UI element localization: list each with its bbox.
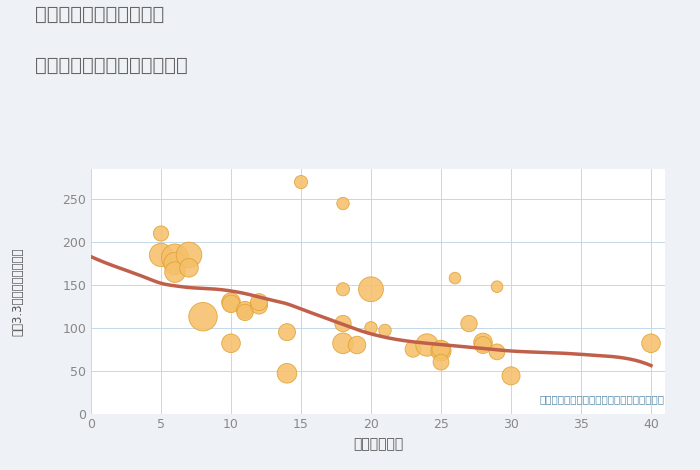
Text: 福岡県太宰府市梅香苑の: 福岡県太宰府市梅香苑の bbox=[35, 5, 164, 24]
Point bbox=[407, 345, 419, 353]
Point bbox=[435, 345, 447, 353]
Point bbox=[169, 254, 181, 261]
Point bbox=[225, 339, 237, 347]
Point bbox=[183, 251, 195, 258]
Point bbox=[253, 298, 265, 306]
Point bbox=[351, 341, 363, 349]
Point bbox=[183, 264, 195, 272]
Point bbox=[463, 320, 475, 327]
Point bbox=[379, 327, 391, 334]
X-axis label: 築年数（年）: 築年数（年） bbox=[353, 437, 403, 451]
Point bbox=[435, 359, 447, 366]
Point bbox=[645, 339, 657, 347]
Text: 坪（3.3㎡）単価（万円）: 坪（3.3㎡）単価（万円） bbox=[11, 247, 24, 336]
Point bbox=[225, 300, 237, 307]
Point bbox=[337, 339, 349, 347]
Point bbox=[337, 320, 349, 327]
Point bbox=[155, 251, 167, 258]
Point bbox=[421, 341, 433, 349]
Point bbox=[491, 348, 503, 356]
Point bbox=[155, 230, 167, 237]
Point bbox=[281, 329, 293, 336]
Point bbox=[365, 285, 377, 293]
Point bbox=[295, 178, 307, 186]
Point bbox=[281, 369, 293, 377]
Text: 築年数別中古マンション価格: 築年数別中古マンション価格 bbox=[35, 56, 188, 75]
Text: 円の大きさは、取引のあった物件面積を示す: 円の大きさは、取引のあった物件面積を示す bbox=[540, 394, 665, 404]
Point bbox=[225, 298, 237, 306]
Point bbox=[477, 341, 489, 349]
Point bbox=[365, 324, 377, 332]
Point bbox=[337, 285, 349, 293]
Point bbox=[169, 260, 181, 267]
Point bbox=[435, 347, 447, 355]
Point bbox=[197, 313, 209, 321]
Point bbox=[239, 309, 251, 316]
Point bbox=[169, 268, 181, 276]
Point bbox=[449, 274, 461, 282]
Point bbox=[491, 283, 503, 290]
Point bbox=[477, 339, 489, 346]
Point bbox=[337, 200, 349, 207]
Point bbox=[239, 306, 251, 313]
Point bbox=[505, 372, 517, 380]
Point bbox=[253, 302, 265, 309]
